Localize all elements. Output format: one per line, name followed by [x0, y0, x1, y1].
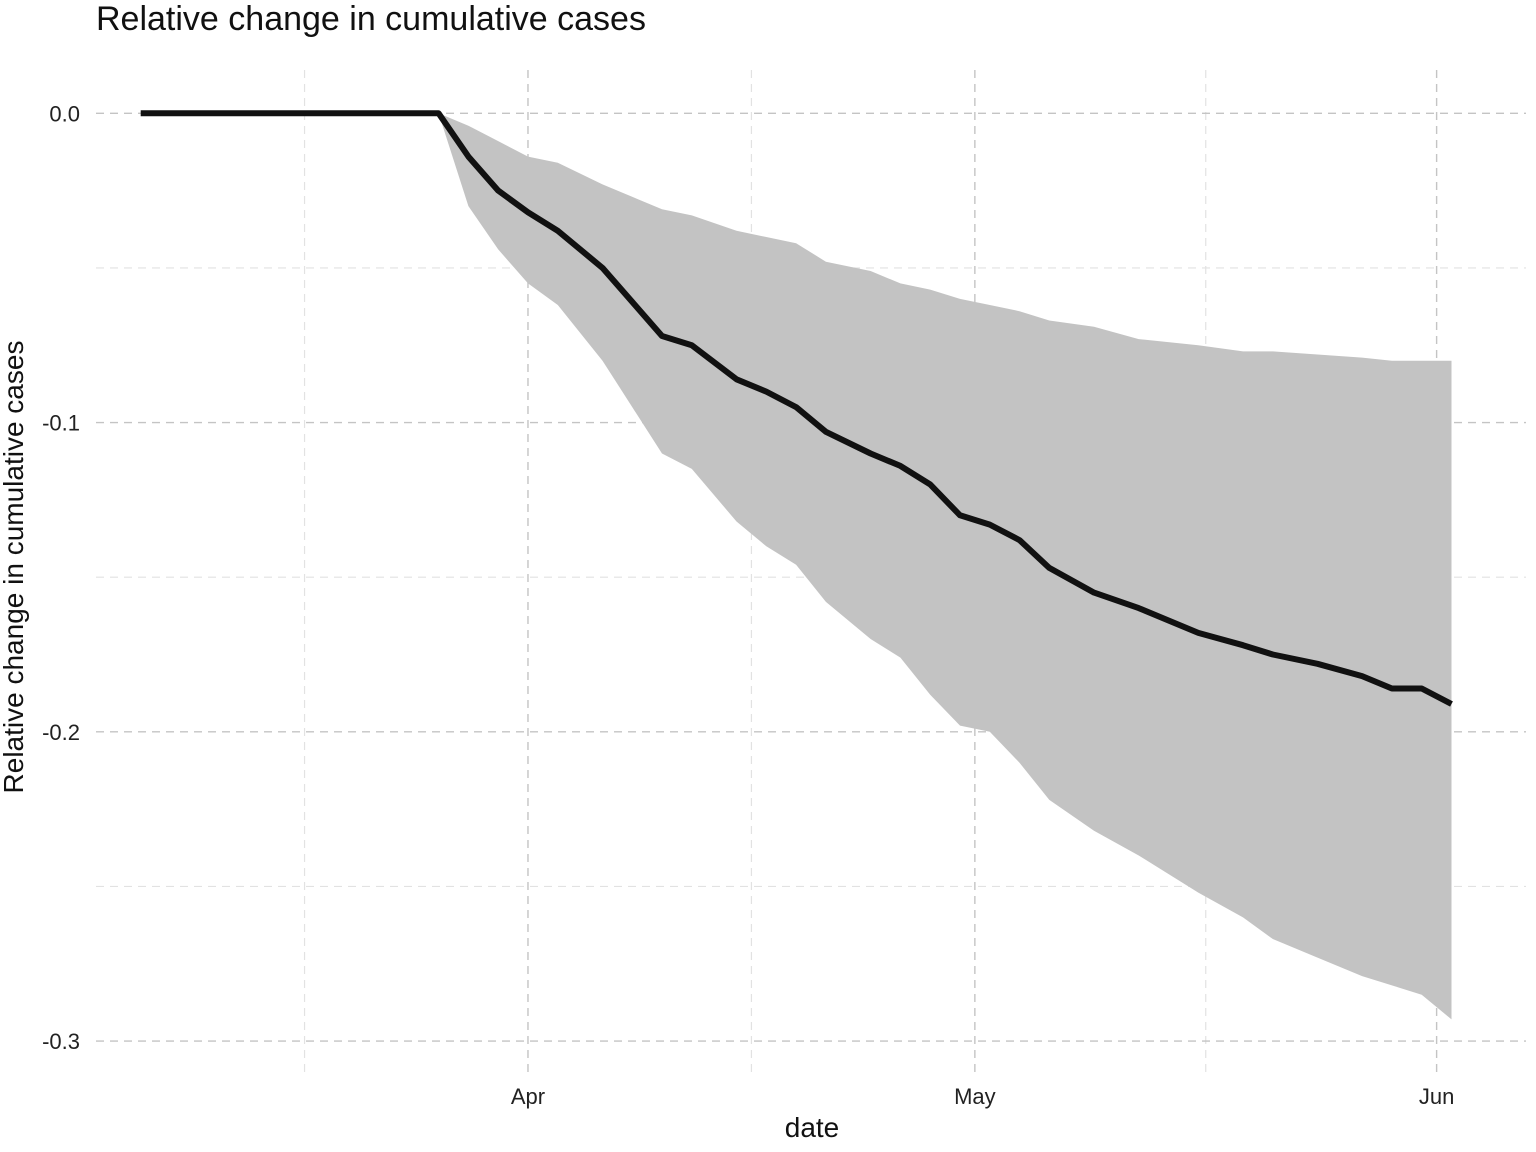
- y-tick-label: -0.2: [42, 720, 80, 745]
- chart-title: Relative change in cumulative cases: [96, 0, 646, 38]
- x-tick-label: May: [954, 1084, 996, 1109]
- x-tick-label: Apr: [511, 1084, 545, 1109]
- y-axis-label: Relative change in cumulative cases: [0, 340, 29, 794]
- x-tick-label: Jun: [1419, 1084, 1454, 1109]
- y-tick-label: -0.3: [42, 1029, 80, 1054]
- x-axis-ticks: Apr May Jun: [511, 1084, 1455, 1109]
- confidence-band: [140, 113, 1452, 1020]
- y-tick-label: 0.0: [49, 101, 80, 126]
- y-axis-ticks: 0.0 -0.1 -0.2 -0.3: [42, 101, 80, 1054]
- confidence-band-area: [140, 113, 1452, 1020]
- x-axis-label: date: [784, 1112, 840, 1143]
- y-tick-label: -0.1: [42, 411, 80, 436]
- series-line: [140, 110, 1453, 707]
- series-polyline: [140, 110, 1453, 707]
